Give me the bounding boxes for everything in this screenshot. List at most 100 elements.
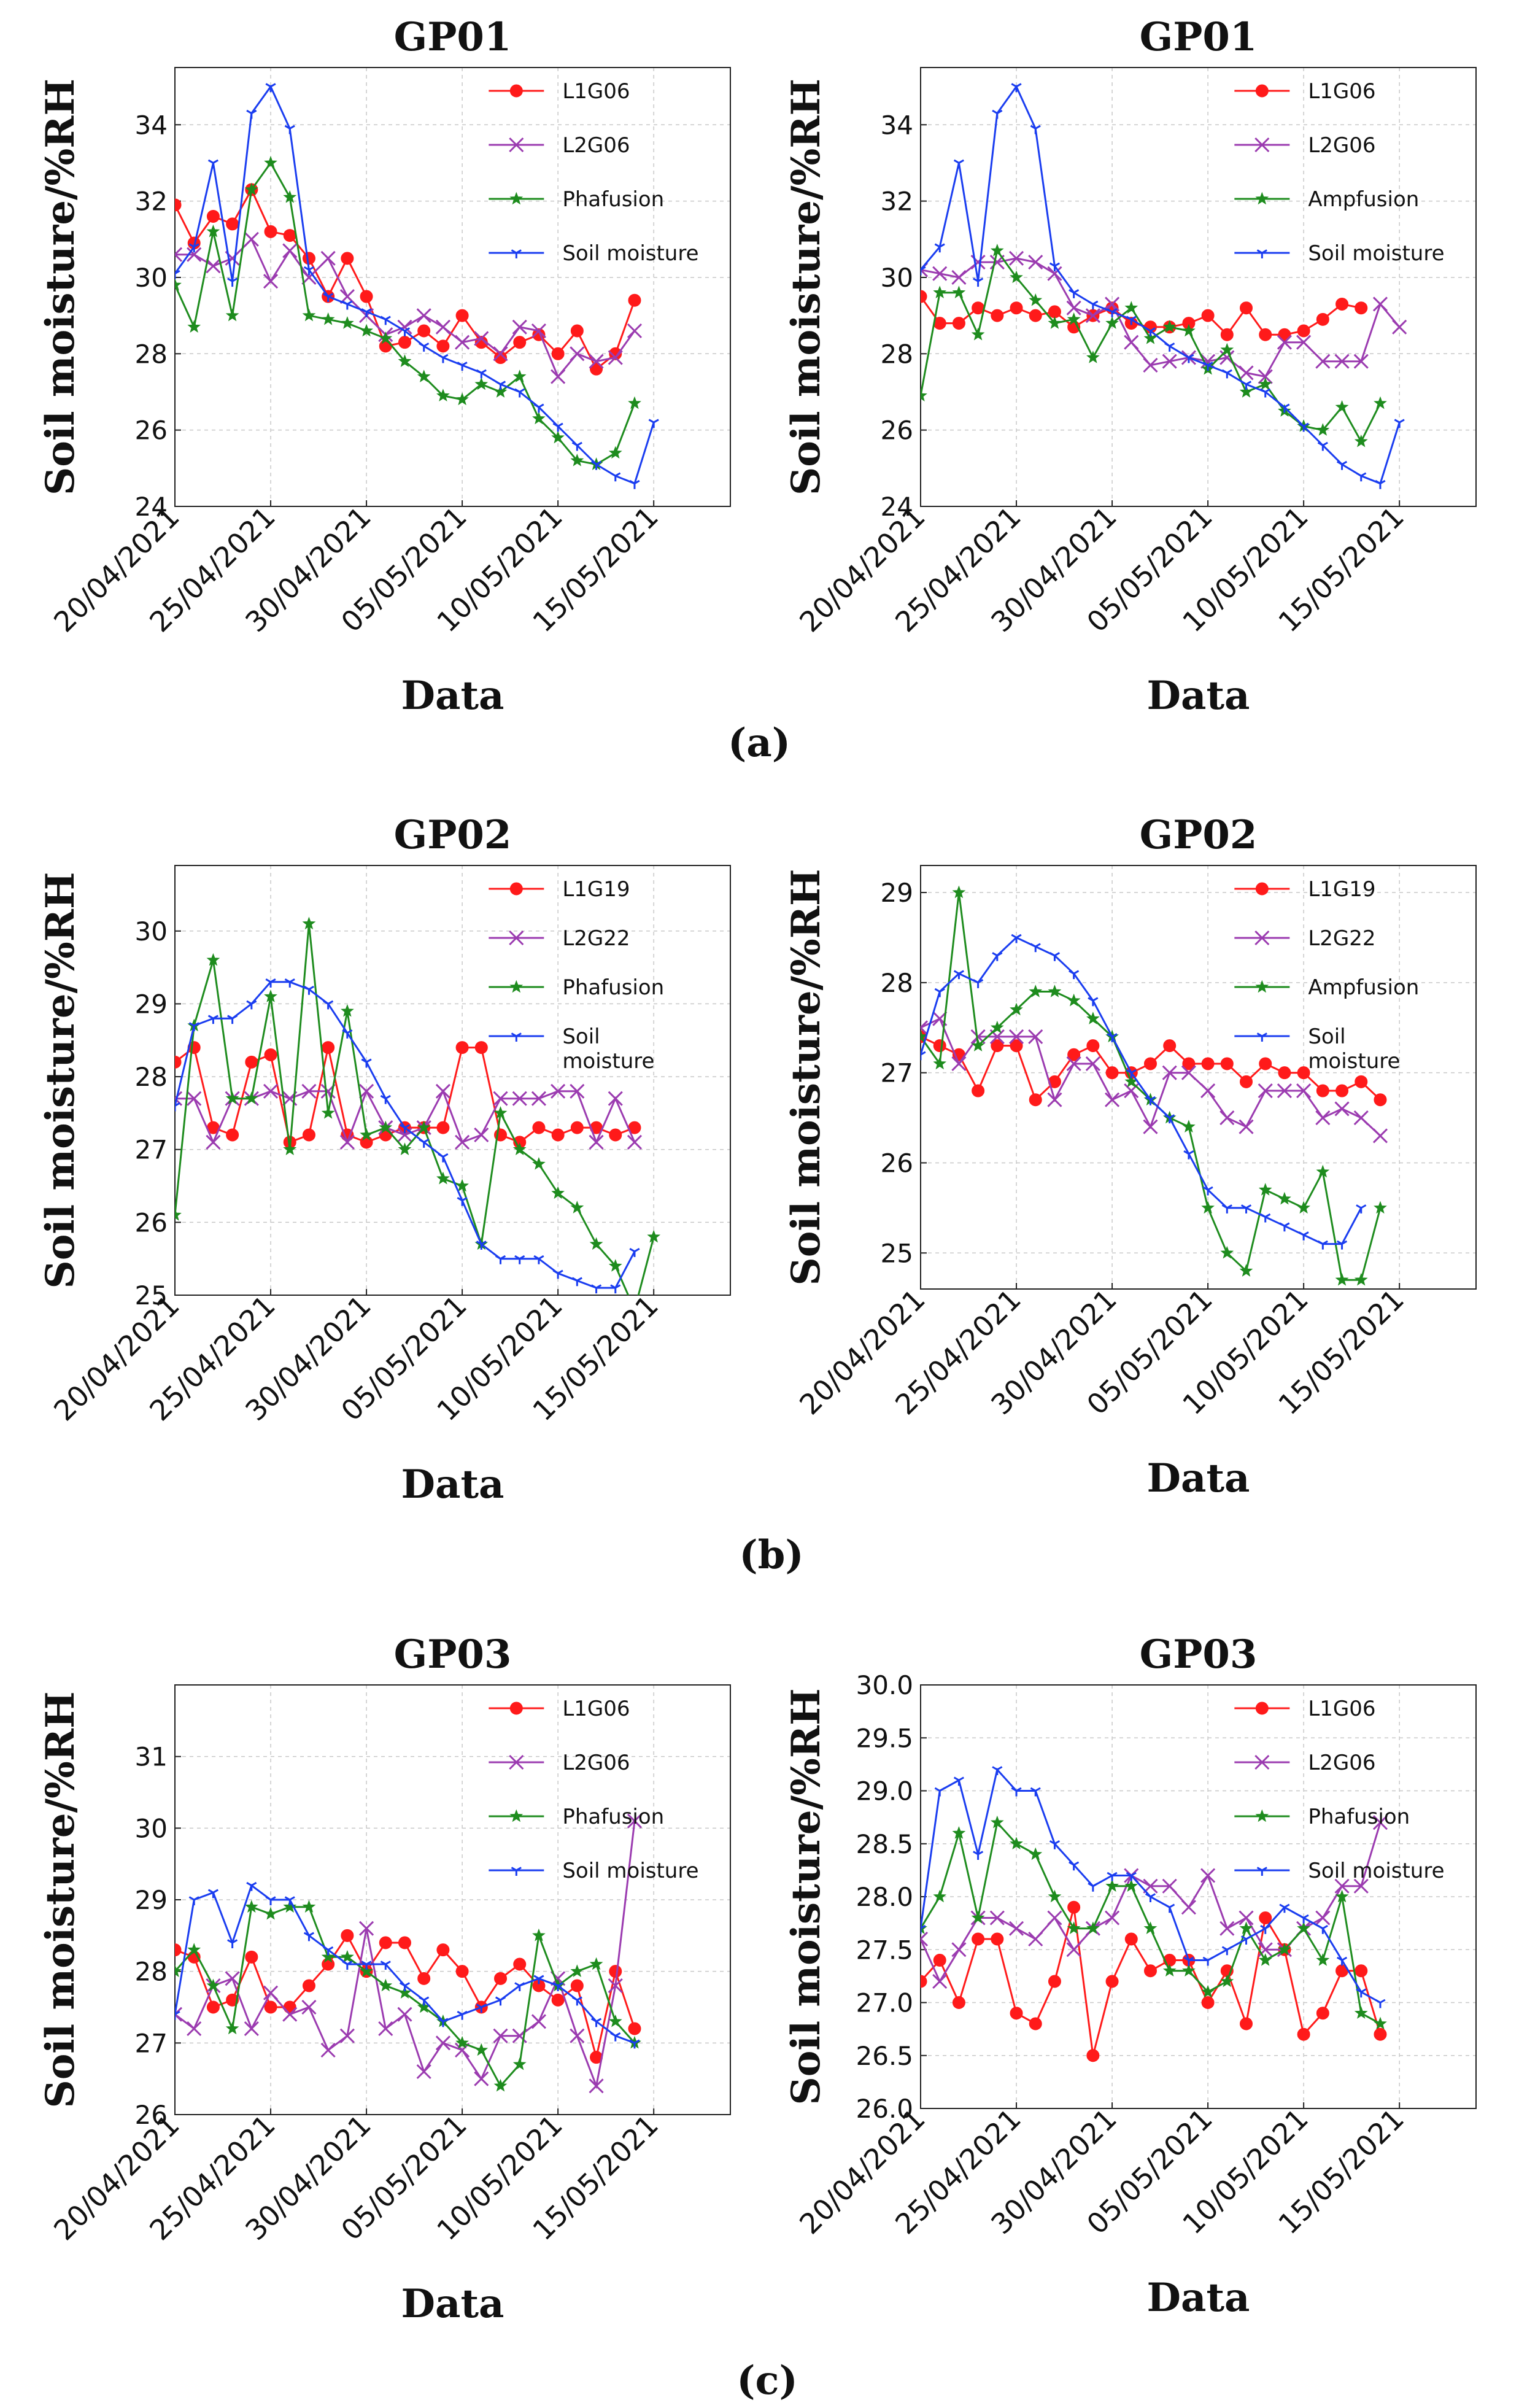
data-point-L2: [921, 1020, 929, 1036]
data-point-soil: [992, 1766, 1003, 1775]
legend-label: moisture: [1308, 1049, 1400, 1074]
data-point-soil: [323, 1000, 334, 1010]
data-point-L1: [1086, 2049, 1100, 2062]
data-point-L2: [1162, 1065, 1177, 1080]
data-point-L1: [972, 1932, 985, 1946]
series-group: [921, 1766, 1388, 2062]
y-tick-label: 26.5: [856, 2041, 913, 2071]
data-point-fusion: [1010, 270, 1023, 284]
data-point-L2: [1334, 354, 1350, 369]
data-point-soil: [571, 1996, 582, 2006]
data-point-soil: [175, 269, 180, 279]
legend-marker-soil: [1256, 1867, 1267, 1876]
data-point-fusion: [474, 377, 489, 390]
data-point-L2: [1296, 335, 1312, 350]
data-point-L2: [1008, 1921, 1024, 1936]
data-point-soil: [419, 343, 430, 352]
data-point-soil: [246, 1881, 257, 1891]
data-point-L1: [206, 209, 220, 223]
caption-b: (b): [739, 1532, 803, 1578]
y-axis-label: Soil moisture/%RH: [783, 79, 829, 495]
data-point-L2: [1392, 319, 1407, 335]
data-point-soil: [399, 1124, 411, 1134]
legend-marker-L1: [509, 882, 523, 896]
data-point-fusion: [244, 182, 258, 196]
data-point-fusion: [283, 1142, 297, 1155]
data-point-fusion: [1220, 1974, 1234, 1988]
data-point-L1: [1220, 328, 1234, 341]
data-point-soil: [1107, 1033, 1118, 1042]
data-point-L2: [551, 369, 566, 384]
data-point-fusion: [971, 1039, 985, 1051]
data-point-soil: [1260, 388, 1271, 398]
data-point-L1: [628, 293, 641, 307]
data-point-fusion: [206, 953, 220, 966]
data-point-soil: [1164, 343, 1175, 352]
y-tick-label: 28: [135, 1957, 168, 1987]
data-point-fusion: [971, 1911, 985, 1924]
data-point-L2: [263, 1985, 279, 2000]
data-point-soil: [921, 1924, 926, 1934]
data-point-fusion: [1316, 1953, 1330, 1966]
legend-label: L2G06: [562, 1751, 630, 1775]
plot-frame: [174, 67, 731, 507]
data-point-soil: [1126, 316, 1137, 325]
data-point-L1: [628, 2022, 641, 2035]
data-point-fusion: [532, 1156, 546, 1170]
data-point-fusion: [1029, 1847, 1043, 1860]
data-point-soil: [973, 1851, 984, 1860]
data-point-L2: [1219, 350, 1235, 365]
data-point-L1: [436, 1943, 450, 1957]
legend-marker-fusion: [1255, 1809, 1269, 1822]
data-point-L1: [513, 1957, 527, 1971]
data-point-L2: [378, 2021, 393, 2037]
data-point-L2: [1353, 1110, 1369, 1126]
data-point-soil: [1375, 479, 1386, 489]
data-point-L1: [1316, 1084, 1329, 1098]
data-point-L1: [609, 1965, 622, 1978]
data-point-fusion: [952, 885, 966, 899]
data-point-fusion: [398, 1142, 412, 1155]
data-point-soil: [1030, 943, 1041, 953]
data-point-L2: [1239, 1119, 1254, 1134]
data-point-soil: [1145, 327, 1156, 336]
y-tick-label: 27: [135, 2028, 168, 2058]
legend-label: Soil moisture: [1308, 241, 1444, 266]
data-point-L2: [493, 2028, 508, 2043]
data-point-L1: [264, 225, 277, 238]
chart-panel-4: GP02252627282920/04/202125/04/202130/04/…: [783, 812, 1477, 1501]
data-point-soil: [629, 2039, 640, 2049]
series-line-soil: [175, 85, 655, 485]
data-point-soil: [552, 1982, 563, 1991]
data-point-soil: [1260, 1213, 1271, 1223]
data-point-L2: [301, 1999, 317, 2015]
data-point-soil: [1049, 262, 1061, 272]
legend-marker-fusion: [1255, 980, 1269, 993]
data-point-fusion: [379, 1120, 393, 1134]
data-point-L1: [513, 336, 527, 349]
data-point-L2: [206, 1134, 221, 1150]
data-point-fusion: [1239, 385, 1253, 398]
data-point-L2: [1200, 1083, 1216, 1099]
y-axis-label: Soil moisture/%RH: [783, 1689, 829, 2105]
data-point-soil: [1356, 472, 1367, 482]
data-point-fusion: [264, 155, 277, 169]
data-point-fusion: [933, 1889, 947, 1903]
data-point-fusion: [990, 243, 1004, 257]
data-point-fusion: [971, 327, 985, 341]
data-point-L2: [1353, 1878, 1369, 1894]
data-point-L2: [1047, 1910, 1062, 1926]
data-point-L1: [360, 1136, 373, 1149]
y-tick-label: 29.0: [856, 1776, 913, 1806]
data-point-L1: [1316, 312, 1329, 326]
data-point-L2: [1315, 354, 1331, 369]
data-point-soil: [284, 978, 295, 988]
data-point-L2: [1066, 1942, 1081, 1957]
data-point-L2: [951, 269, 967, 285]
data-point-L1: [360, 290, 373, 303]
legend-label: L2G22: [562, 926, 630, 951]
data-point-L1: [952, 1996, 965, 2009]
data-point-L2: [921, 1931, 929, 1947]
data-point-fusion: [436, 1171, 450, 1185]
data-point-soil: [1126, 1872, 1137, 1881]
